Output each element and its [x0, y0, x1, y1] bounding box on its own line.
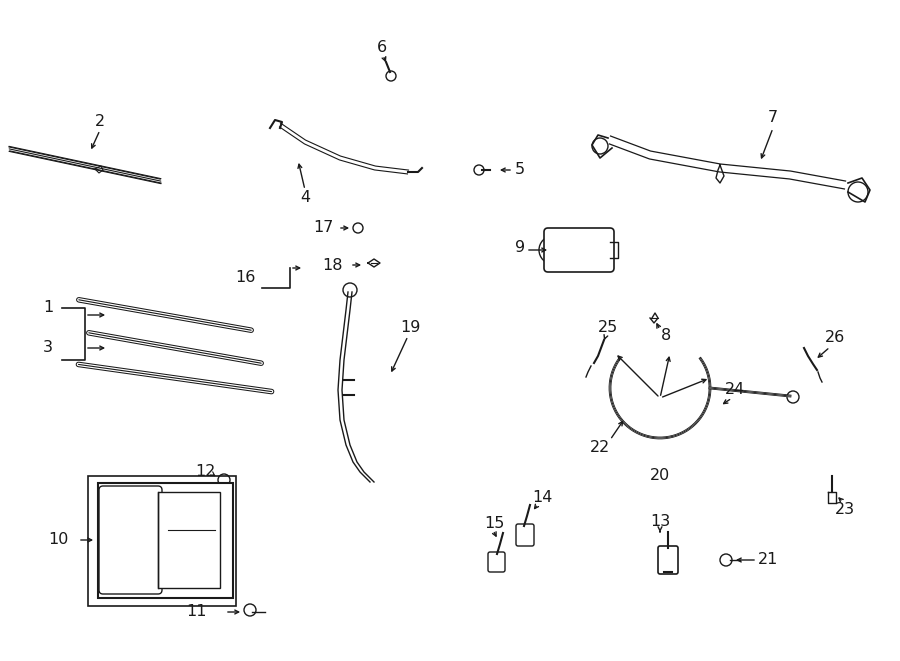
Text: 16: 16: [235, 270, 256, 286]
Text: 20: 20: [650, 467, 670, 483]
Bar: [158, 492, 220, 588]
Text: 19: 19: [400, 321, 420, 336]
Text: 1: 1: [43, 301, 53, 315]
Text: 10: 10: [48, 533, 68, 547]
Text: 9: 9: [515, 241, 525, 256]
Text: 12: 12: [194, 465, 215, 479]
Text: 24: 24: [724, 383, 745, 397]
FancyBboxPatch shape: [488, 552, 505, 572]
Text: 14: 14: [532, 490, 553, 506]
Text: 11: 11: [185, 605, 206, 619]
Bar: [98, 483, 233, 598]
Text: 13: 13: [650, 514, 670, 529]
FancyBboxPatch shape: [658, 546, 678, 574]
Text: 3: 3: [43, 340, 53, 356]
Text: 17: 17: [313, 221, 333, 235]
Bar: [88, 476, 236, 606]
Text: 2: 2: [94, 114, 105, 130]
FancyBboxPatch shape: [516, 524, 534, 546]
FancyBboxPatch shape: [544, 228, 614, 272]
Text: 23: 23: [835, 502, 855, 518]
Text: 4: 4: [300, 190, 310, 206]
Text: 25: 25: [598, 321, 618, 336]
Text: 8: 8: [661, 327, 671, 342]
FancyBboxPatch shape: [99, 486, 162, 594]
Text: 22: 22: [590, 440, 610, 455]
Text: 6: 6: [377, 40, 387, 54]
Text: 21: 21: [758, 553, 778, 568]
Text: 18: 18: [322, 258, 342, 272]
Text: 15: 15: [484, 516, 504, 531]
Text: 26: 26: [825, 330, 845, 346]
Text: 7: 7: [768, 110, 778, 126]
Text: 5: 5: [515, 163, 525, 178]
